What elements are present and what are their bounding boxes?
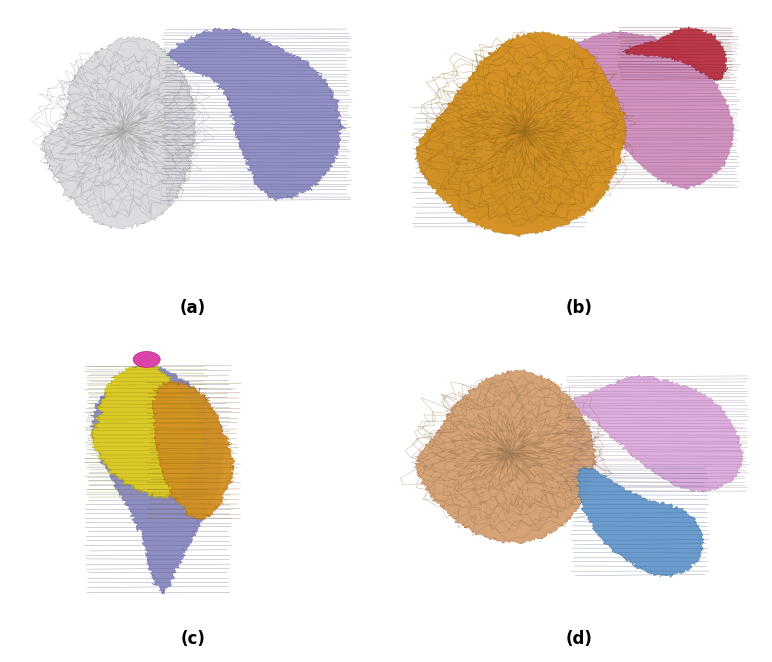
Polygon shape bbox=[576, 467, 704, 577]
Text: (a): (a) bbox=[180, 299, 206, 317]
Text: (c): (c) bbox=[181, 630, 205, 648]
Polygon shape bbox=[90, 364, 204, 498]
Polygon shape bbox=[567, 31, 734, 189]
Polygon shape bbox=[417, 106, 581, 230]
Polygon shape bbox=[623, 26, 728, 80]
Polygon shape bbox=[571, 375, 743, 493]
Polygon shape bbox=[415, 369, 597, 544]
Polygon shape bbox=[415, 32, 626, 237]
Text: (b): (b) bbox=[566, 299, 592, 317]
Polygon shape bbox=[134, 352, 161, 367]
Polygon shape bbox=[152, 381, 235, 521]
Polygon shape bbox=[166, 28, 347, 201]
Text: (d): (d) bbox=[566, 630, 592, 648]
Polygon shape bbox=[90, 364, 226, 594]
Polygon shape bbox=[40, 36, 197, 229]
